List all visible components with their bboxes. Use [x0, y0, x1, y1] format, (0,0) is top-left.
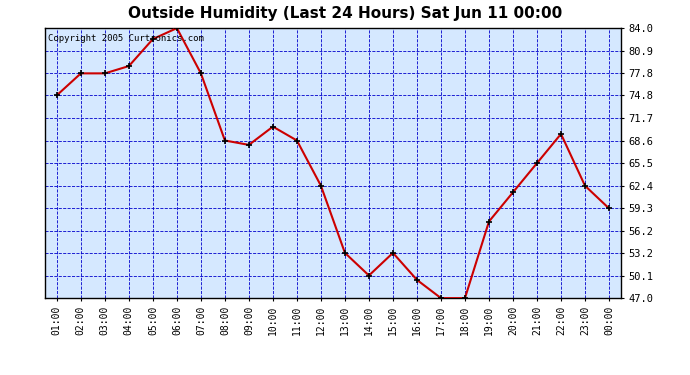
Text: Copyright 2005 Curtronics.com: Copyright 2005 Curtronics.com [48, 33, 204, 42]
Text: Outside Humidity (Last 24 Hours) Sat Jun 11 00:00: Outside Humidity (Last 24 Hours) Sat Jun… [128, 6, 562, 21]
